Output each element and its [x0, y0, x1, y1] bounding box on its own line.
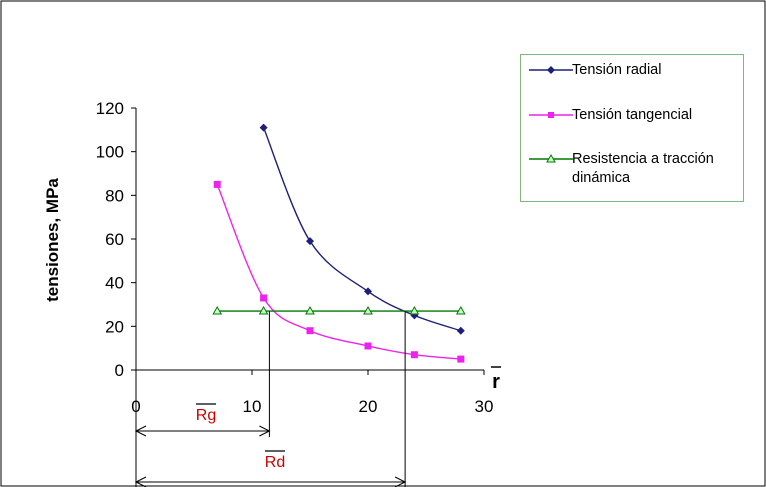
y-tick-label: 0: [115, 361, 124, 380]
point-resistencia: [455, 306, 466, 315]
point-resistencia: [305, 306, 315, 315]
y-axis-label: tensiones, MPa: [43, 178, 62, 302]
point-resistencia: [363, 306, 373, 315]
y-tick-label: 20: [105, 317, 124, 336]
legend-label-tangencial: Tensión tangencial: [572, 107, 693, 123]
point-resistencia: [258, 306, 269, 315]
point-tangencial: [410, 351, 418, 359]
point-tangencial: [213, 180, 221, 188]
y-tick-label: 60: [105, 230, 124, 249]
dimension-arrowhead-right: [394, 476, 407, 487]
point-tangencial: [457, 355, 465, 363]
point-radial: [364, 287, 372, 296]
point-tangencial: [364, 342, 372, 350]
dimension-arrowhead-right: [259, 425, 271, 437]
legend-line-tangencial: [529, 112, 573, 118]
dimension-arrowhead-left: [134, 476, 147, 487]
x-tick-label: 30: [475, 397, 494, 416]
legend: Tensión radial Tensión tangencial Resist…: [520, 54, 744, 202]
x-tick-label: 20: [359, 397, 378, 416]
legend-label-radial: Tensión radial: [572, 62, 662, 78]
y-tick-label: 40: [105, 274, 124, 293]
y-tick-label: 80: [105, 186, 124, 205]
x-tick-label: 10: [243, 397, 262, 416]
x-axis-label: r: [492, 371, 500, 393]
legend-line-resistencia: [529, 153, 573, 163]
point-resistencia: [212, 306, 223, 315]
point-radial: [456, 326, 465, 335]
legend-line-radial: [529, 66, 573, 74]
point-radial: [306, 237, 314, 246]
legend-label-resistencia: Resistencia a tracción dinámica: [572, 151, 714, 186]
y-tick-label: 120: [96, 99, 124, 118]
y-tick-label: 100: [96, 143, 124, 162]
series-line-radial: [262, 127, 462, 332]
dimension-label-rd: Rd: [265, 454, 285, 471]
point-tangencial: [260, 294, 268, 302]
point-tangencial: [306, 327, 314, 335]
point-resistencia: [409, 306, 420, 315]
point-radial: [259, 123, 268, 132]
dimension-label-rg: Rg: [196, 407, 216, 424]
